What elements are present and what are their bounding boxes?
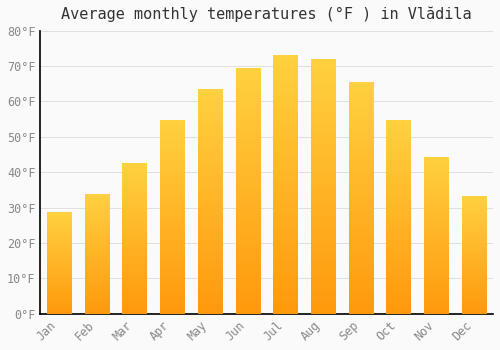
Bar bbox=[311, 60, 336, 314]
Bar bbox=[47, 212, 72, 314]
Bar bbox=[386, 121, 411, 314]
Bar bbox=[198, 89, 222, 314]
Bar bbox=[122, 163, 147, 314]
Bar bbox=[274, 56, 298, 314]
Bar bbox=[236, 69, 260, 314]
Bar bbox=[348, 82, 374, 314]
Bar bbox=[424, 158, 448, 314]
Bar bbox=[462, 196, 486, 314]
Bar bbox=[84, 194, 109, 314]
Bar bbox=[160, 121, 184, 314]
Title: Average monthly temperatures (°F ) in Vlădila: Average monthly temperatures (°F ) in Vl… bbox=[62, 7, 472, 22]
